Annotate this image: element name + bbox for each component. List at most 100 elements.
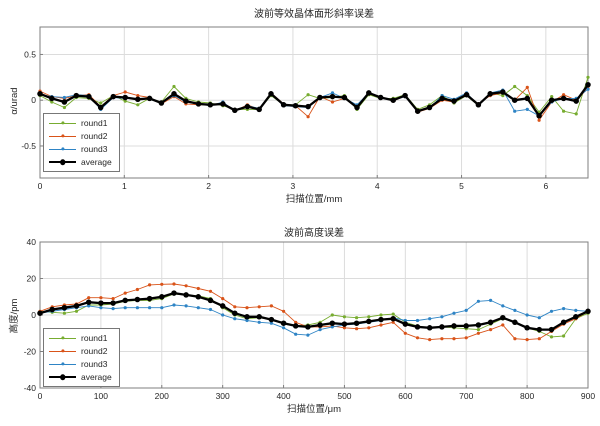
round3-line-sample <box>49 145 76 154</box>
series-round3-marker <box>269 321 273 325</box>
series-round2-marker <box>513 337 517 341</box>
series-round3-marker <box>148 306 152 310</box>
series-average-marker <box>475 102 482 108</box>
series-round3-marker <box>476 299 480 303</box>
slope-error-plot-area: 0 1 2 3 4 5 6 0.5 0 -0.5 <box>21 26 591 191</box>
series-average-marker <box>37 91 43 97</box>
series-average-marker <box>195 294 202 300</box>
y-axis-label: α/urad <box>9 87 20 115</box>
series-average-marker <box>122 297 128 304</box>
series-round2-marker <box>123 291 127 295</box>
series-round2-marker <box>537 337 541 341</box>
y-tick-label: 40 <box>27 237 37 247</box>
series-round3-marker <box>245 318 249 323</box>
legend: round1 round2 round3 average <box>43 113 120 172</box>
series-average-marker <box>292 102 299 109</box>
series-round2-line <box>39 86 589 121</box>
y-tick-label: -0.5 <box>21 141 36 151</box>
series-average-marker <box>500 314 506 321</box>
legend-item-average: average <box>49 371 112 383</box>
legend-label: round2 <box>81 346 108 356</box>
x-axis-label: 扫描位置/mm <box>285 194 343 205</box>
series-average-marker <box>183 292 189 298</box>
legend-label: round2 <box>81 131 108 141</box>
x-tick-label: 0 <box>38 181 43 191</box>
series-round1-marker <box>99 101 103 105</box>
series-round3-marker <box>513 308 517 312</box>
series-round3-marker <box>208 307 213 312</box>
series-average-marker <box>61 304 68 311</box>
legend-item-round1: round1 <box>49 332 112 344</box>
x-tick-label: 800 <box>520 391 534 401</box>
series-round2-marker <box>489 328 493 332</box>
y-tick-label: 0 <box>31 310 36 320</box>
series-round2-marker <box>172 282 176 286</box>
legend-item-round3: round3 <box>49 358 112 370</box>
average-line-sample <box>49 158 76 167</box>
series-average-marker <box>536 113 542 119</box>
series-round1-marker <box>74 309 79 313</box>
series-round2-marker <box>111 297 115 301</box>
series-average-marker <box>378 316 384 323</box>
series-round2-marker <box>391 320 395 324</box>
round2-line-sample <box>49 132 76 141</box>
series-average-marker <box>134 296 141 303</box>
series-round3-marker <box>403 318 407 323</box>
series-round1-marker <box>391 312 395 316</box>
legend-item-round2: round2 <box>49 130 112 142</box>
x-tick-label: 5 <box>459 181 464 191</box>
series-average-marker <box>232 310 238 316</box>
series-average-marker <box>61 99 68 105</box>
x-tick-label: 700 <box>459 391 473 401</box>
series-round2-marker <box>537 118 541 122</box>
series-round1-marker <box>355 316 359 320</box>
series-round1-marker <box>549 335 554 339</box>
series-average-marker <box>341 321 348 327</box>
legend-label: round3 <box>81 144 108 154</box>
series-average-marker <box>232 107 238 114</box>
legend-item-round1: round1 <box>49 117 112 129</box>
series-average-marker <box>439 324 445 330</box>
series-round1-marker <box>574 112 578 116</box>
chart-title: 波前等效晶体面形斜率误差 <box>254 9 374 20</box>
legend-label: round1 <box>81 118 108 128</box>
series-round1-marker <box>136 103 140 107</box>
y-tick-label: 20 <box>27 274 37 284</box>
legend-item-round3: round3 <box>49 143 112 155</box>
series-round2-marker <box>160 282 164 286</box>
series-average-marker <box>402 321 409 327</box>
x-tick-label: 600 <box>398 391 412 401</box>
series-round2-marker <box>123 90 127 94</box>
series-average-marker <box>110 93 117 100</box>
series-average-marker <box>244 103 251 110</box>
series-round3-marker <box>318 328 322 332</box>
x-tick-label: 300 <box>216 391 230 401</box>
series-round3-marker <box>172 303 176 307</box>
series-round1-marker <box>586 75 590 79</box>
series-average-marker <box>171 91 177 97</box>
series-round2-marker <box>245 306 249 310</box>
series-average-marker <box>451 98 457 104</box>
series-round2-marker <box>525 338 529 342</box>
series-average-marker <box>158 100 165 106</box>
series-round3-marker <box>87 304 91 308</box>
y-tick-label: 0 <box>31 95 36 105</box>
series-round3-marker <box>452 311 456 315</box>
series-round3-marker <box>428 317 432 321</box>
series-average-marker <box>560 319 567 326</box>
round1-line-sample <box>49 119 76 128</box>
series-round2-line <box>39 283 589 341</box>
series-average-marker <box>475 322 482 328</box>
series-round2-marker <box>367 326 371 330</box>
series-round1-marker <box>62 311 66 315</box>
y-axis-label: 高度/pm <box>9 298 20 334</box>
legend: round1 round2 round3 average <box>43 328 120 387</box>
series-round3-marker <box>99 306 103 310</box>
x-tick-label: 500 <box>337 391 351 401</box>
series-average-marker <box>426 104 433 111</box>
series-average-marker <box>390 315 396 322</box>
series-round2-marker <box>233 305 237 309</box>
series-average-marker <box>317 322 323 328</box>
series-round1-marker <box>476 328 480 332</box>
series-average-marker <box>171 290 177 296</box>
